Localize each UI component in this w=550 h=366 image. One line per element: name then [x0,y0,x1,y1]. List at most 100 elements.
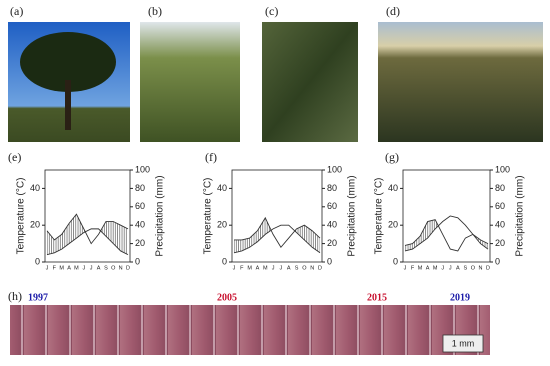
x-tick-label: A [287,265,291,271]
x-tick-label: A [256,265,260,271]
y2-tick-label: 80 [495,183,505,193]
y-tick-label: 20 [388,220,398,230]
y2-tick-label: 20 [327,238,337,248]
y2-tick-label: 60 [135,201,145,211]
y2-tick-label: 0 [327,256,332,266]
trunk [65,80,71,130]
x-tick-label: M [263,265,268,271]
x-tick-label: J [280,265,283,271]
y2-tick-label: 100 [495,164,510,174]
line [404,219,489,252]
y-axis-title: Temperature (°C) [374,178,385,255]
x-tick-label: J [441,265,444,271]
y2-tick-label: 100 [135,164,150,174]
x-tick-label: A [426,265,430,271]
photo-c [262,22,358,142]
area [234,225,320,262]
x-tick-label: D [486,265,490,271]
y-tick-label: 40 [217,183,227,193]
x-tick-label: M [247,265,252,271]
x-tick-label: J [46,265,49,271]
x-tick-label: M [433,265,438,271]
x-tick-label: J [449,265,452,271]
y2-tick-label: 0 [135,256,140,266]
area [47,228,128,262]
x-tick-label: N [310,265,314,271]
x-tick-label: O [111,265,116,271]
x-tick-label: D [318,265,322,271]
scale-bar-label: 1 mm [452,338,475,348]
y-tick-label: 0 [393,256,398,266]
panel-label: (c) [265,4,278,18]
x-tick-label: S [464,265,468,271]
y2-tick-label: 60 [327,201,337,211]
line [404,215,489,252]
y-tick-label: 0 [222,256,227,266]
y2-tick-label: 20 [135,238,145,248]
y-tick-label: 20 [30,220,40,230]
line [46,228,129,256]
plot-frame [402,169,491,263]
x-tick-label: S [295,265,299,271]
x-tick-label: N [478,265,482,271]
y-tick-label: 40 [30,183,40,193]
x-tick-label: A [67,265,71,271]
wood-core [10,305,490,355]
x-tick-label: A [456,265,460,271]
y2-tick-label: 80 [327,183,337,193]
y-tick-label: 40 [388,183,398,193]
x-tick-label: M [418,265,423,271]
scale-box [442,334,484,353]
x-tick-label: J [233,265,236,271]
panel-label: (d) [386,4,400,18]
panel-label: (h) [8,289,22,303]
x-tick-label: F [411,265,415,271]
year-label: 1997 [28,292,48,303]
x-tick-label: M [59,265,64,271]
x-tick-label: J [272,265,275,271]
plot-frame [231,169,323,263]
x-tick-label: J [82,265,85,271]
year-label: 2019 [450,292,470,303]
y-axis-title: Temperature (°C) [16,178,27,255]
y2-tick-label: 80 [135,183,145,193]
x-tick-label: F [240,265,244,271]
x-tick-label: N [119,265,123,271]
y2-axis-title: Precipitation (mm) [515,175,526,256]
x-tick-label: J [404,265,407,271]
y-tick-label: 20 [217,220,227,230]
x-tick-label: O [302,265,307,271]
panel-label: (e) [8,150,21,164]
y-axis-title: Temperature (°C) [203,178,214,255]
x-tick-label: D [126,265,130,271]
panel-label: (b) [148,4,162,18]
panel-label: (g) [385,150,399,164]
panel-label: (f) [205,150,217,164]
y2-tick-label: 40 [327,220,337,230]
x-tick-label: A [97,265,101,271]
line [233,224,321,254]
y2-tick-label: 60 [495,201,505,211]
year-label: 2015 [367,292,387,303]
y2-axis-title: Precipitation (mm) [347,175,358,256]
panel-label: (a) [10,4,23,18]
y2-tick-label: 20 [495,238,505,248]
tree [20,32,116,92]
y2-axis-title: Precipitation (mm) [155,175,166,256]
x-tick-label: S [104,265,108,271]
photo-d [378,22,543,142]
x-tick-label: O [471,265,476,271]
x-tick-label: J [90,265,93,271]
line [46,213,129,245]
photo-b [140,22,240,142]
y2-tick-label: 100 [327,164,342,174]
y-tick-label: 0 [35,256,40,266]
y2-tick-label: 40 [135,220,145,230]
y2-tick-label: 40 [495,220,505,230]
y2-tick-label: 0 [495,256,500,266]
plot-frame [44,169,131,263]
line [234,216,321,249]
x-tick-label: F [53,265,57,271]
year-label: 2005 [217,292,237,303]
